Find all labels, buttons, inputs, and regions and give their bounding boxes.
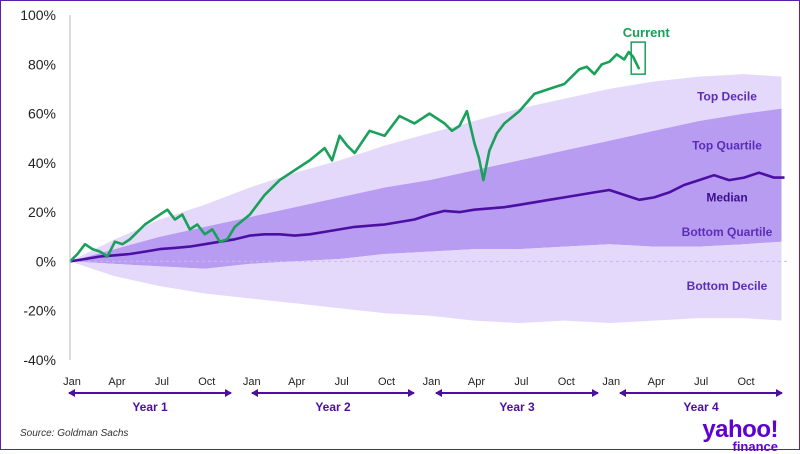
x-tick-label: Apr <box>288 376 305 388</box>
year-label: Year 2 <box>315 400 351 414</box>
y-tick-label: 100% <box>20 7 56 23</box>
x-tick-label: Jan <box>63 376 81 388</box>
series-current <box>69 50 641 263</box>
y-tick-label: -40% <box>23 352 56 368</box>
chart-labels: Current Top Decile Top Quartile Median Botto… <box>623 25 773 293</box>
band-bottom-decile <box>70 241 782 323</box>
x-tick-label: Oct <box>378 376 395 388</box>
yahoo-finance-logo: yahoo! finance <box>702 416 778 454</box>
band-label: Bottom Decile <box>687 279 768 293</box>
band-label: Bottom Quartile <box>682 225 773 239</box>
x-tick-label: Jul <box>514 376 528 388</box>
band-label: Top Decile <box>697 89 757 103</box>
x-tick-label: Oct <box>198 376 215 388</box>
year-label: Year 3 <box>499 400 535 414</box>
current-marker-box <box>630 41 646 75</box>
percentile-bands <box>70 74 782 323</box>
x-tick-label: Jul <box>335 376 349 388</box>
x-tick-label: Apr <box>108 376 125 388</box>
series-median <box>69 171 785 263</box>
source-note: Source: Goldman Sachs <box>20 428 129 439</box>
band-label: Median <box>706 190 747 204</box>
year-label: Year 4 <box>683 400 719 414</box>
y-tick-label: 80% <box>28 56 56 72</box>
x-tick-label: Jan <box>602 376 620 388</box>
x-tick-label: Jul <box>155 376 169 388</box>
y-tick-label: 0% <box>36 253 56 269</box>
current-label: Current <box>623 25 671 40</box>
y-tick-label: 60% <box>28 106 56 122</box>
y-tick-label: -20% <box>23 303 56 319</box>
band-label: Top Quartile <box>692 139 762 153</box>
axes: -40% -20% 0% 20% 40% 60% 80% 100% Jan Apr Jul Oct Ja… <box>20 7 783 414</box>
year-label: Year 1 <box>132 400 168 414</box>
band-interquartile <box>70 108 782 269</box>
series-lines <box>69 50 785 263</box>
y-tick-label: 20% <box>28 204 56 220</box>
y-tick-label: 40% <box>28 155 56 171</box>
logo-line1: yahoo! <box>702 416 778 443</box>
x-tick-label: Apr <box>468 376 485 388</box>
x-tick-label: Jan <box>423 376 441 388</box>
x-tick-label: Jul <box>694 376 708 388</box>
x-tick-label: Apr <box>648 376 665 388</box>
x-tick-label: Oct <box>558 376 575 388</box>
x-tick-label: Oct <box>738 376 755 388</box>
x-tick-label: Jan <box>243 376 261 388</box>
